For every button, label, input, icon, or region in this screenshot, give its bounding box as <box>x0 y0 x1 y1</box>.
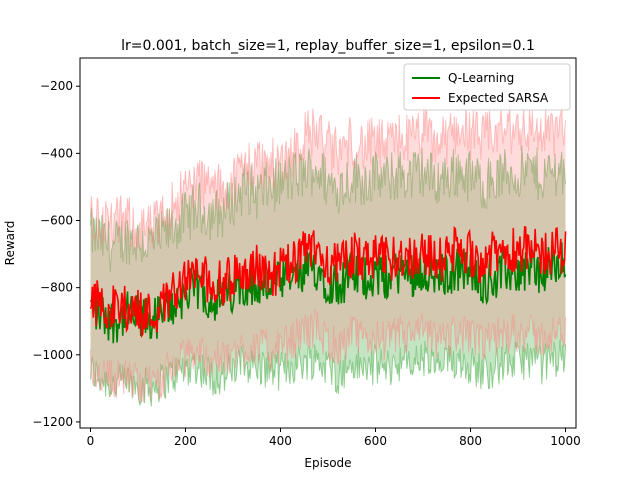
chart-title: lr=0.001, batch_size=1, replay_buffer_si… <box>121 38 535 54</box>
x-tick-label: 1000 <box>550 434 581 448</box>
x-axis: 0 200 400 600 800 1000 <box>87 428 581 448</box>
y-tick-label: −1000 <box>32 348 73 362</box>
y-tick-label: −1200 <box>32 415 73 429</box>
y-axis-label: Reward <box>3 221 17 266</box>
expected-sarsa-band-lower <box>89 308 567 403</box>
x-axis-label: Episode <box>304 456 351 470</box>
y-tick-label: −400 <box>40 146 73 160</box>
q-learning-band-upper <box>89 145 567 272</box>
plot-frame <box>79 57 577 429</box>
legend: Q-Learning Expected SARSA <box>403 63 571 111</box>
x-tick-label: 200 <box>174 434 197 448</box>
q-learning-line <box>89 242 567 344</box>
x-tick-label: 800 <box>459 434 482 448</box>
legend-box <box>403 63 571 111</box>
series-lines <box>89 226 567 344</box>
q-learning-band-lower <box>89 339 567 407</box>
y-tick-label: −200 <box>40 79 73 93</box>
x-tick-label: 600 <box>364 434 387 448</box>
expected-sarsa-band-upper <box>89 103 567 250</box>
y-tick-label: −800 <box>40 281 73 295</box>
y-tick-label: −600 <box>40 214 73 228</box>
y-axis: −1200 −1000 −800 −600 −400 −200 <box>32 79 80 429</box>
x-tick-label: 0 <box>87 434 95 448</box>
expected-sarsa-line <box>89 226 567 338</box>
legend-label-expected-sarsa: Expected SARSA <box>448 91 549 105</box>
x-tick-label: 400 <box>269 434 292 448</box>
legend-label-q-learning: Q-Learning <box>448 71 514 85</box>
